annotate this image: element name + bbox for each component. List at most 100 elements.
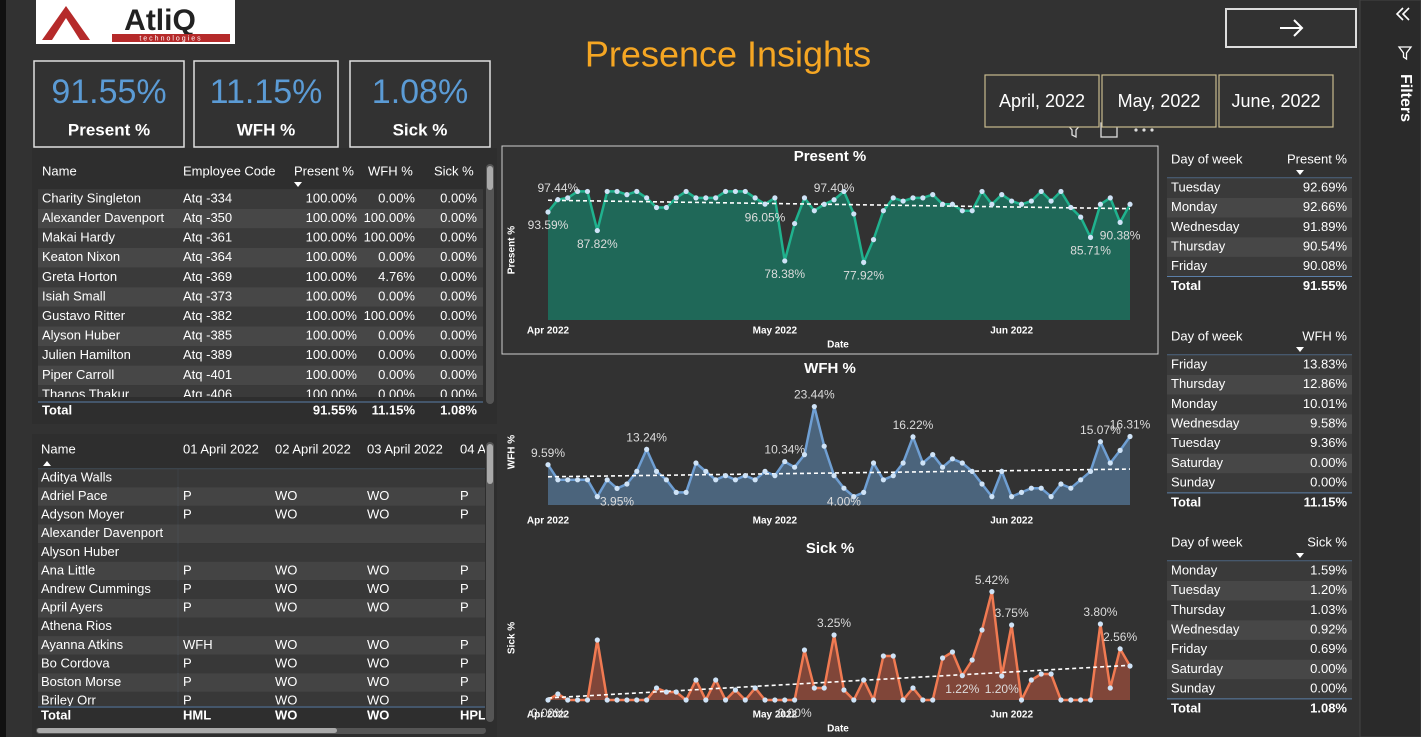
point xyxy=(811,403,817,410)
table-cell: Julien Hamilton xyxy=(42,347,131,362)
table-cell: 100.00% xyxy=(306,367,358,382)
sort-arrow xyxy=(294,182,302,187)
chart-frame xyxy=(501,145,1159,355)
scrollbar[interactable] xyxy=(486,442,494,722)
table-cell: P xyxy=(460,655,469,670)
point xyxy=(1117,646,1123,652)
data-label: 85.71% xyxy=(1070,244,1111,258)
filters-pane[interactable] xyxy=(1359,0,1421,737)
table-cell: 0.00% xyxy=(440,190,477,205)
point xyxy=(979,627,985,633)
point xyxy=(742,188,748,195)
filters-label[interactable]: Filters xyxy=(1397,74,1414,122)
table-cell: WO xyxy=(275,488,297,503)
data-label: 3.95% xyxy=(600,495,634,509)
point xyxy=(861,259,867,265)
table-cell: WO xyxy=(275,562,297,577)
table-cell: Atq -373 xyxy=(183,288,232,303)
table-row xyxy=(38,654,485,674)
point xyxy=(1038,485,1044,491)
table-row xyxy=(1167,561,1352,581)
point xyxy=(792,464,798,470)
table-cell: Sunday xyxy=(1171,681,1216,696)
point xyxy=(772,473,778,479)
table-cell: Tuesday xyxy=(1171,179,1221,194)
table-cell: Sunday xyxy=(1171,475,1216,490)
x-axis-title: Date xyxy=(827,724,849,735)
point xyxy=(713,677,719,683)
point xyxy=(1009,622,1015,628)
table-cell: Atq -350 xyxy=(183,210,232,225)
h-scroll-thumb[interactable] xyxy=(37,728,337,733)
date-button-label: May, 2022 xyxy=(1118,91,1201,111)
table-cell: WO xyxy=(275,507,297,522)
table-cell: WO xyxy=(367,637,389,652)
data-label: 3.80% xyxy=(1083,605,1117,619)
table-cell: Thursday xyxy=(1171,602,1226,617)
data-label: 0.00% xyxy=(531,706,565,720)
table-row xyxy=(1167,237,1352,257)
scroll-thumb[interactable] xyxy=(487,444,493,484)
data-label: 77.92% xyxy=(843,269,884,283)
more-options[interactable] xyxy=(1134,128,1154,132)
table-cell: Adriel Pace xyxy=(41,488,107,503)
point xyxy=(1097,201,1104,207)
chart-title: Sick % xyxy=(806,540,854,557)
point xyxy=(1038,671,1044,677)
date-button[interactable] xyxy=(1101,74,1217,128)
point xyxy=(811,208,817,214)
table-cell: 0.00% xyxy=(440,210,477,225)
point xyxy=(762,468,768,474)
point xyxy=(979,481,985,487)
point xyxy=(801,647,808,653)
point xyxy=(1117,447,1123,453)
table-cell: Alexander Davenport xyxy=(41,525,164,540)
table-cell: P xyxy=(460,674,469,689)
table-cell: 13.83% xyxy=(1303,356,1348,371)
point xyxy=(673,489,679,495)
date-button[interactable] xyxy=(1218,74,1334,128)
column-header: 02 April 2022 xyxy=(275,441,351,456)
data-label: 23.44% xyxy=(794,388,835,402)
scrollbar[interactable] xyxy=(486,164,494,404)
table-cell: WO xyxy=(367,488,389,503)
point xyxy=(1048,494,1054,500)
column-header: Present % xyxy=(294,163,354,178)
data-label: 5.42% xyxy=(975,573,1009,587)
point xyxy=(1087,697,1094,703)
point xyxy=(1127,201,1133,207)
point xyxy=(1038,188,1044,195)
table-row xyxy=(1167,620,1352,640)
point xyxy=(1107,195,1113,201)
nav-button[interactable] xyxy=(1225,8,1357,48)
point xyxy=(999,468,1005,474)
table-cell: 0.00% xyxy=(1310,475,1347,490)
scroll-thumb[interactable] xyxy=(487,166,493,190)
table-cell: 0.00% xyxy=(378,288,415,303)
total-cell: Total xyxy=(1171,700,1201,715)
total-cell: 11.15% xyxy=(1304,494,1348,509)
table-row xyxy=(38,468,485,488)
table-cell: Monday xyxy=(1171,199,1218,214)
point xyxy=(565,195,571,201)
point xyxy=(742,697,748,703)
point xyxy=(703,195,709,201)
date-button[interactable] xyxy=(984,74,1100,128)
point xyxy=(594,637,600,643)
total-cell: HPL xyxy=(460,707,486,722)
table-cell: Aditya Walls xyxy=(41,469,113,484)
table-row xyxy=(1167,639,1352,660)
table-cell: P xyxy=(183,581,192,596)
point xyxy=(880,653,886,659)
total-cell: 11.15% xyxy=(372,402,416,417)
point xyxy=(930,697,936,703)
point xyxy=(574,477,581,483)
table-cell: 1.03% xyxy=(1310,602,1347,617)
table-row xyxy=(1167,197,1352,218)
table-row xyxy=(1167,679,1352,700)
table-cell: WO xyxy=(275,674,297,689)
collapse-icon[interactable] xyxy=(1395,7,1410,21)
table-cell: Piper Carroll xyxy=(42,367,114,382)
total-cell: Total xyxy=(1171,494,1201,509)
table-row xyxy=(38,617,485,637)
